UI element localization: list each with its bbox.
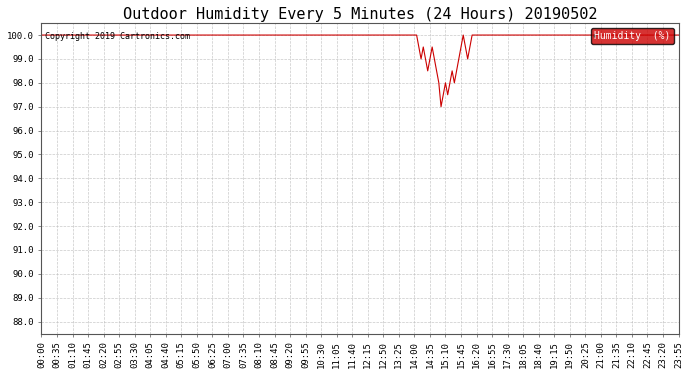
Legend: Humidity  (%): Humidity (%) xyxy=(591,28,673,44)
Text: Copyright 2019 Cartronics.com: Copyright 2019 Cartronics.com xyxy=(45,32,190,41)
Title: Outdoor Humidity Every 5 Minutes (24 Hours) 20190502: Outdoor Humidity Every 5 Minutes (24 Hou… xyxy=(123,7,598,22)
